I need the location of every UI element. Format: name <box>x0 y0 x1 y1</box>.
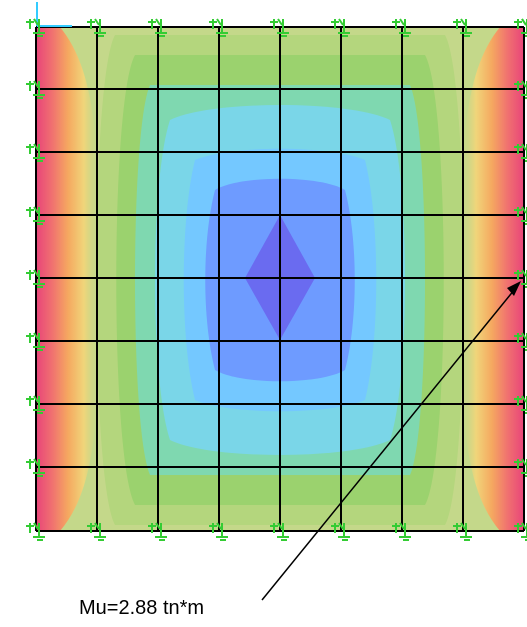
fixed-support-icon <box>331 18 350 37</box>
fixed-support-icon <box>26 206 45 225</box>
fixed-support-icon <box>270 18 289 37</box>
fixed-support-icon <box>209 522 228 541</box>
leader-line <box>261 281 521 601</box>
fixed-support-icon <box>514 206 527 225</box>
fixed-support-icon <box>87 18 106 37</box>
fixed-support-icon <box>26 269 45 288</box>
arrow-head-icon <box>507 281 521 296</box>
fixed-support-icon <box>26 332 45 351</box>
fixed-support-icon <box>270 522 289 541</box>
fixed-support-icon <box>148 18 167 37</box>
fixed-support-icon <box>26 395 45 414</box>
fixed-support-icon <box>26 80 45 99</box>
fixed-support-icon <box>514 143 527 162</box>
fixed-support-icon <box>514 458 527 477</box>
fixed-support-icon <box>331 522 350 541</box>
fixed-support-icon <box>87 522 106 541</box>
fixed-support-icon <box>26 458 45 477</box>
fixed-support-icon <box>514 522 527 541</box>
fixed-support-icon <box>514 395 527 414</box>
fixed-support-icon <box>26 143 45 162</box>
fixed-support-icon <box>514 332 527 351</box>
fixed-support-icon <box>26 18 45 37</box>
grid-lines <box>35 26 525 532</box>
fixed-support-icon <box>514 80 527 99</box>
fixed-support-icon <box>148 522 167 541</box>
global-axis-icon <box>36 2 72 27</box>
fixed-support-icon <box>453 18 472 37</box>
fixed-support-icon <box>392 18 411 37</box>
fixed-support-icon <box>514 269 527 288</box>
fixed-support-icon <box>26 522 45 541</box>
fixed-support-icon <box>453 522 472 541</box>
fixed-support-icon <box>209 18 228 37</box>
max-moment-label: Mu=2.88 tn*m <box>79 597 205 619</box>
fixed-support-icon <box>392 522 411 541</box>
support-symbols <box>26 18 527 541</box>
fixed-support-icon <box>514 18 527 37</box>
